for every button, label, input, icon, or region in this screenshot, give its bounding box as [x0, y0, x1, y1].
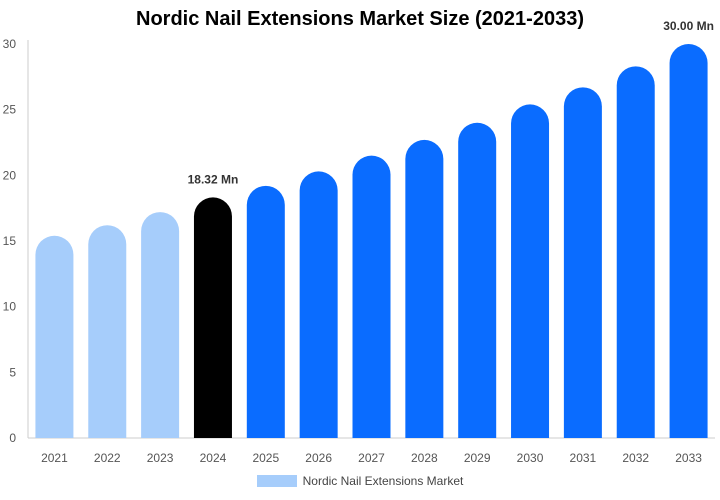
- bar-2026[interactable]: [299, 171, 338, 439]
- bar-2022[interactable]: [88, 225, 127, 438]
- bar-2025[interactable]: [246, 185, 285, 438]
- x-tick-label: 2027: [358, 451, 385, 465]
- y-tick-label: 10: [3, 300, 17, 314]
- x-tick-label: 2030: [517, 451, 544, 465]
- y-tick-label: 30: [3, 37, 17, 51]
- x-tick-label: 2021: [41, 451, 68, 465]
- data-label-2033: 30.00 Mn: [663, 19, 714, 33]
- x-tick-label: 2028: [411, 451, 438, 465]
- legend-label: Nordic Nail Extensions Market: [302, 474, 464, 488]
- x-tick-label: 2029: [464, 451, 491, 465]
- y-tick-label: 5: [9, 365, 16, 379]
- x-tick-label: 2031: [570, 451, 597, 465]
- x-tick-label: 2033: [675, 451, 702, 465]
- bar-2024[interactable]: [193, 197, 232, 438]
- x-tick-label: 2025: [252, 451, 279, 465]
- bar-2032[interactable]: [616, 66, 655, 439]
- bar-2028[interactable]: [405, 139, 444, 438]
- x-tick-label: 2026: [305, 451, 332, 465]
- y-tick-label: 20: [3, 168, 17, 182]
- bar-2033[interactable]: [669, 44, 708, 438]
- x-tick-label: 2023: [147, 451, 174, 465]
- y-tick-label: 15: [3, 234, 17, 248]
- bar-2031[interactable]: [563, 87, 602, 438]
- legend-swatch: [256, 475, 297, 487]
- y-tick-label: 25: [3, 103, 17, 117]
- bar-2021[interactable]: [35, 235, 74, 438]
- y-tick-label: 0: [9, 431, 16, 445]
- bar-2030[interactable]: [511, 104, 550, 438]
- bar-2029[interactable]: [458, 122, 497, 439]
- bar-2023[interactable]: [141, 212, 180, 438]
- chart-title: Nordic Nail Extensions Market Size (2021…: [136, 8, 584, 30]
- data-label-2024: 18.32 Mn: [188, 172, 239, 186]
- legend[interactable]: Nordic Nail Extensions Market: [0, 474, 720, 488]
- x-tick-label: 2024: [200, 451, 227, 465]
- x-tick-label: 2032: [622, 451, 649, 465]
- bar-2027[interactable]: [352, 155, 391, 438]
- x-tick-label: 2022: [94, 451, 121, 465]
